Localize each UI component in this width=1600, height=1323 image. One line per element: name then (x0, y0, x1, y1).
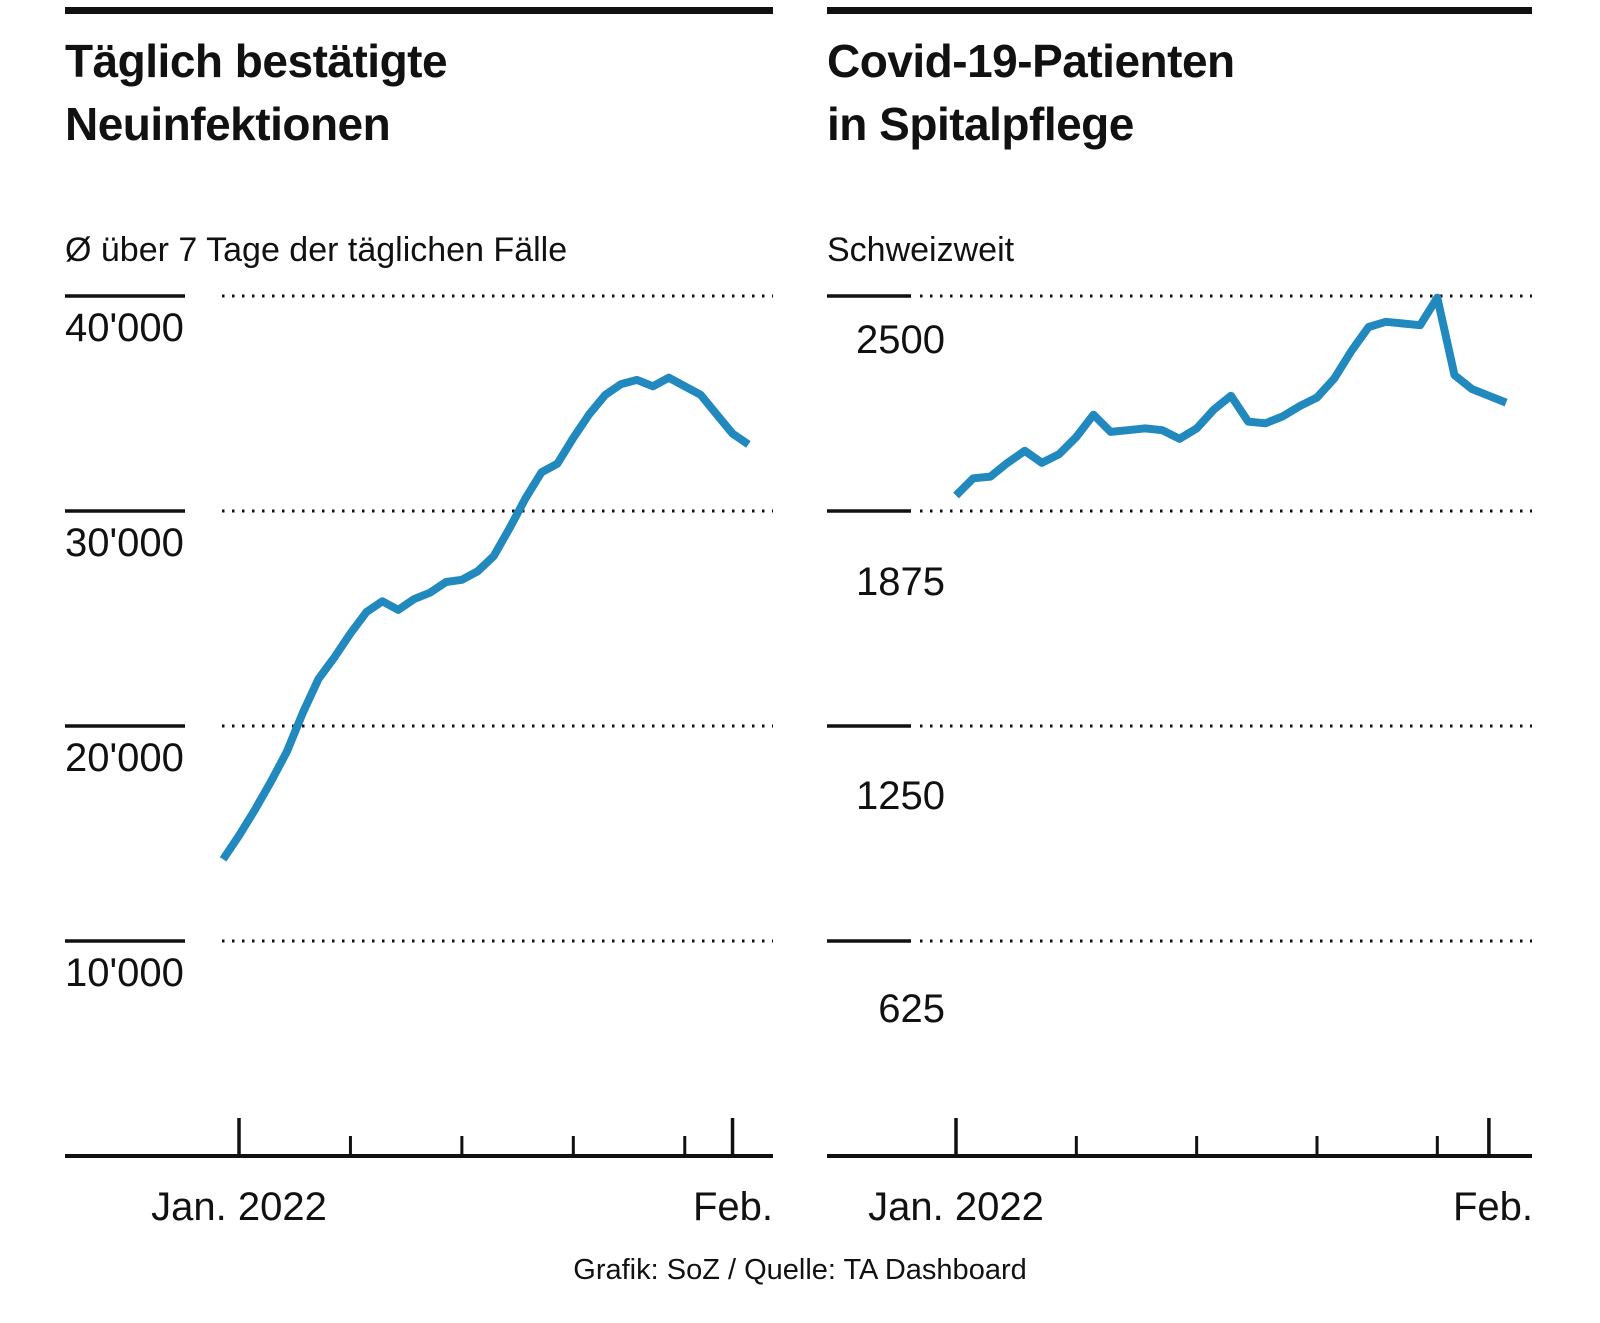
source-credit: Grafik: SoZ / Quelle: TA Dashboard (573, 1254, 1027, 1286)
chart-title: Covid-19-Patienten in Spitalpflege (827, 30, 1235, 156)
data-line (219, 373, 751, 862)
chart-title-line2: Neuinfektionen (65, 98, 391, 150)
x-axis-label-feb: Feb. (1452, 1185, 1534, 1229)
y-axis-label: 1250 (856, 774, 945, 818)
x-axis-label-jan: Jan. 2022 (151, 1185, 327, 1229)
y-axis-label: 10'000 (65, 951, 184, 995)
chart-subtitle: Schweizweit (827, 231, 1015, 269)
y-axis-label: 2500 (856, 318, 945, 362)
y-axis-label: 1875 (856, 560, 945, 604)
x-axis-label-feb: Feb. (692, 1185, 774, 1229)
plot-area (827, 293, 1532, 1158)
y-axis-label: 40'000 (65, 306, 184, 350)
chart-hospital-patients: Covid-19-Patienten in Spitalpflege Schwei… (827, 0, 1534, 1323)
y-axis-label: 30'000 (65, 521, 184, 565)
plot-area (65, 294, 773, 1158)
title-rule (65, 7, 773, 14)
data-line (953, 293, 1508, 499)
chart-title-line2: in Spitalpflege (827, 98, 1134, 150)
y-axis-label: 20'000 (65, 736, 184, 780)
x-axis-label-jan: Jan. 2022 (868, 1185, 1044, 1229)
chart-title: Täglich bestätigte Neuinfektionen (65, 30, 448, 156)
chart-subtitle: Ø über 7 Tage der täglichen Fälle (65, 231, 568, 269)
chart-title-line1: Covid-19-Patienten (827, 35, 1235, 87)
chart-new-infections: Täglich bestätigte Neuinfektionen Ø über … (65, 0, 773, 1323)
y-axis-label: 625 (878, 987, 945, 1031)
title-rule (827, 7, 1532, 14)
chart-title-line1: Täglich bestätigte (65, 35, 448, 87)
